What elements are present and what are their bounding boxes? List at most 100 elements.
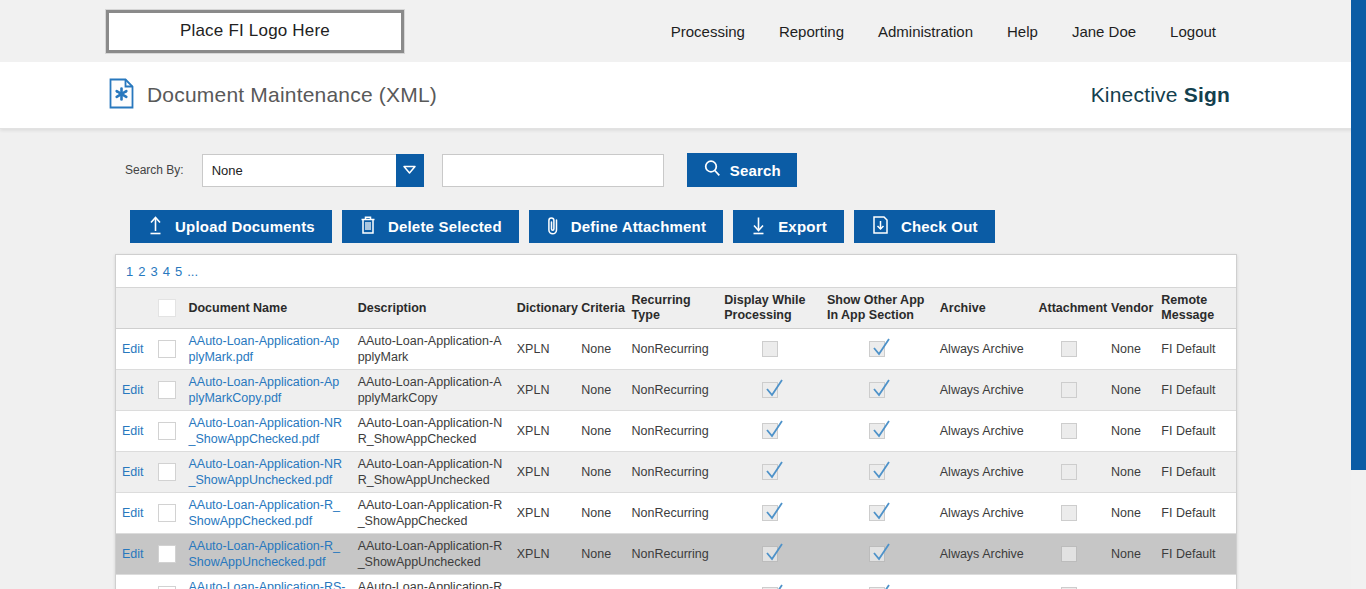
- check-out-button[interactable]: Check Out: [854, 210, 995, 243]
- description-cell: AAuto-Loan-Application-NR_ShowAppUncheck…: [352, 452, 511, 493]
- export-icon: [750, 215, 767, 238]
- document-name-link[interactable]: AAuto-Loan-Application-ApplyMarkCopy.pdf: [188, 375, 339, 405]
- edit-link[interactable]: Edit: [122, 506, 144, 520]
- attachment-checkbox[interactable]: [1061, 546, 1077, 562]
- recurring-type-cell: NonRecurring: [626, 411, 719, 452]
- dictionary-cell: XPLN: [511, 452, 575, 493]
- page-link-3[interactable]: 3: [150, 264, 157, 279]
- recurring-type-cell: NonRecurring: [626, 370, 719, 411]
- brand-name: Kinective: [1091, 83, 1184, 106]
- nav-item-administration[interactable]: Administration: [878, 23, 973, 40]
- nav-item-help[interactable]: Help: [1007, 23, 1038, 40]
- show-other-app-checkbox[interactable]: [869, 546, 885, 562]
- edit-link[interactable]: Edit: [122, 424, 144, 438]
- display-while-processing-checkbox[interactable]: [762, 546, 778, 562]
- scrollbar-track[interactable]: [1351, 0, 1366, 589]
- nav-item-processing[interactable]: Processing: [671, 23, 745, 40]
- row-select-checkbox[interactable]: [158, 381, 176, 399]
- select-all-checkbox[interactable]: [158, 299, 176, 317]
- edit-link[interactable]: Edit: [122, 342, 144, 356]
- nav-item-reporting[interactable]: Reporting: [779, 23, 844, 40]
- page-link-1[interactable]: 1: [126, 264, 133, 279]
- archive-cell: Always Archive: [934, 329, 1033, 370]
- document-name-link[interactable]: AAuto-Loan-Application-R_ShowAppUnchecke…: [188, 539, 339, 569]
- display-while-processing-checkbox[interactable]: [762, 505, 778, 521]
- document-name-link[interactable]: AAuto-Loan-Application-ApplyMark.pdf: [188, 334, 339, 364]
- display-while-processing-checkbox[interactable]: [762, 382, 778, 398]
- vendor-cell: None: [1105, 370, 1155, 411]
- search-button-label: Search: [730, 162, 781, 179]
- display-while-processing-checkbox[interactable]: [762, 464, 778, 480]
- document-name-link[interactable]: AAuto-Loan-Application-RS-AFD731-test.pd…: [188, 580, 345, 589]
- brand-logo: Kinective Sign: [1091, 83, 1230, 107]
- attachment-checkbox[interactable]: [1061, 341, 1077, 357]
- recurring-type-cell: NonRecurring: [626, 534, 719, 575]
- upload-documents-button[interactable]: Upload Documents: [130, 210, 332, 243]
- search-button[interactable]: Search: [687, 153, 797, 187]
- description-cell: AAuto-Loan-Application-NR_ShowAppChecked: [352, 411, 511, 452]
- nav-item-user[interactable]: Jane Doe: [1072, 23, 1136, 40]
- criteria-cell: None: [575, 534, 625, 575]
- criteria-cell: None: [575, 493, 625, 534]
- edit-link[interactable]: Edit: [122, 383, 144, 397]
- table-row: Edit AAuto-Loan-Application-NR_ShowAppCh…: [116, 411, 1236, 452]
- fi-logo-placeholder: Place FI Logo Here: [106, 10, 404, 53]
- table-row: Edit AAuto-Loan-Application-RS-AFD731-te…: [116, 575, 1236, 589]
- chevron-down-icon: [402, 163, 417, 178]
- attachment-checkbox[interactable]: [1061, 505, 1077, 521]
- dictionary-cell: XPLN: [511, 329, 575, 370]
- archive-cell: Always Archive: [934, 452, 1033, 493]
- page-link-4[interactable]: 4: [163, 264, 170, 279]
- show-other-app-checkbox[interactable]: [869, 423, 885, 439]
- define-attachment-button[interactable]: Define Attachment: [529, 210, 723, 243]
- page-title: Document Maintenance (XML): [147, 83, 437, 107]
- attachment-checkbox[interactable]: [1061, 423, 1077, 439]
- archive-cell: Always Archive: [934, 411, 1033, 452]
- edit-link[interactable]: Edit: [122, 465, 144, 479]
- page-link-more[interactable]: ...: [187, 264, 198, 279]
- edit-link[interactable]: Edit: [122, 547, 144, 561]
- display-while-processing-checkbox[interactable]: [762, 341, 778, 357]
- col-show-other-app: Show Other App In App Section: [821, 288, 934, 329]
- search-by-label: Search By:: [125, 163, 184, 177]
- page-link-5[interactable]: 5: [175, 264, 182, 279]
- row-select-checkbox[interactable]: [158, 545, 176, 563]
- document-table-body: Edit AAuto-Loan-Application-ApplyMark.pd…: [116, 329, 1236, 589]
- search-icon: [703, 159, 722, 181]
- export-button[interactable]: Export: [733, 210, 844, 243]
- document-name-link[interactable]: AAuto-Loan-Application-NR_ShowAppChecked…: [188, 416, 342, 446]
- row-select-checkbox[interactable]: [158, 504, 176, 522]
- nav-item-logout[interactable]: Logout: [1170, 23, 1216, 40]
- description-cell: AAuto-Loan-Application-R_ShowAppChecked: [352, 493, 511, 534]
- document-name-link[interactable]: AAuto-Loan-Application-NR_ShowAppUncheck…: [188, 457, 342, 487]
- search-by-dropdown[interactable]: None: [202, 154, 424, 187]
- search-input[interactable]: [442, 154, 664, 187]
- check-out-icon: [871, 215, 890, 238]
- edit-column-header: [116, 288, 152, 329]
- remote-message-cell: FI Default: [1155, 370, 1236, 411]
- page-link-2[interactable]: 2: [138, 264, 145, 279]
- dropdown-arrow-button[interactable]: [396, 154, 424, 187]
- row-select-checkbox[interactable]: [158, 340, 176, 358]
- show-other-app-checkbox[interactable]: [869, 464, 885, 480]
- recurring-type-cell: NonRecurring: [626, 329, 719, 370]
- paperclip-icon: [546, 215, 560, 239]
- show-other-app-checkbox[interactable]: [869, 505, 885, 521]
- attachment-checkbox[interactable]: [1061, 382, 1077, 398]
- remote-message-cell: FI Default: [1155, 329, 1236, 370]
- dictionary-cell: XPLN: [511, 370, 575, 411]
- col-recurring-type: Recurring Type: [626, 288, 719, 329]
- show-other-app-checkbox[interactable]: [869, 341, 885, 357]
- col-document-name: Document Name: [182, 288, 351, 329]
- row-select-checkbox[interactable]: [158, 463, 176, 481]
- display-while-processing-checkbox[interactable]: [762, 423, 778, 439]
- criteria-cell: None: [575, 575, 625, 589]
- document-name-link[interactable]: AAuto-Loan-Application-R_ShowAppChecked.…: [188, 498, 339, 528]
- top-header: Place FI Logo Here Processing Reporting …: [0, 0, 1366, 62]
- attachment-checkbox[interactable]: [1061, 464, 1077, 480]
- show-other-app-checkbox[interactable]: [869, 382, 885, 398]
- scrollbar-thumb[interactable]: [1351, 0, 1366, 470]
- row-select-checkbox[interactable]: [158, 422, 176, 440]
- delete-selected-button[interactable]: Delete Selected: [342, 210, 519, 243]
- remote-message-cell: FI Default: [1155, 493, 1236, 534]
